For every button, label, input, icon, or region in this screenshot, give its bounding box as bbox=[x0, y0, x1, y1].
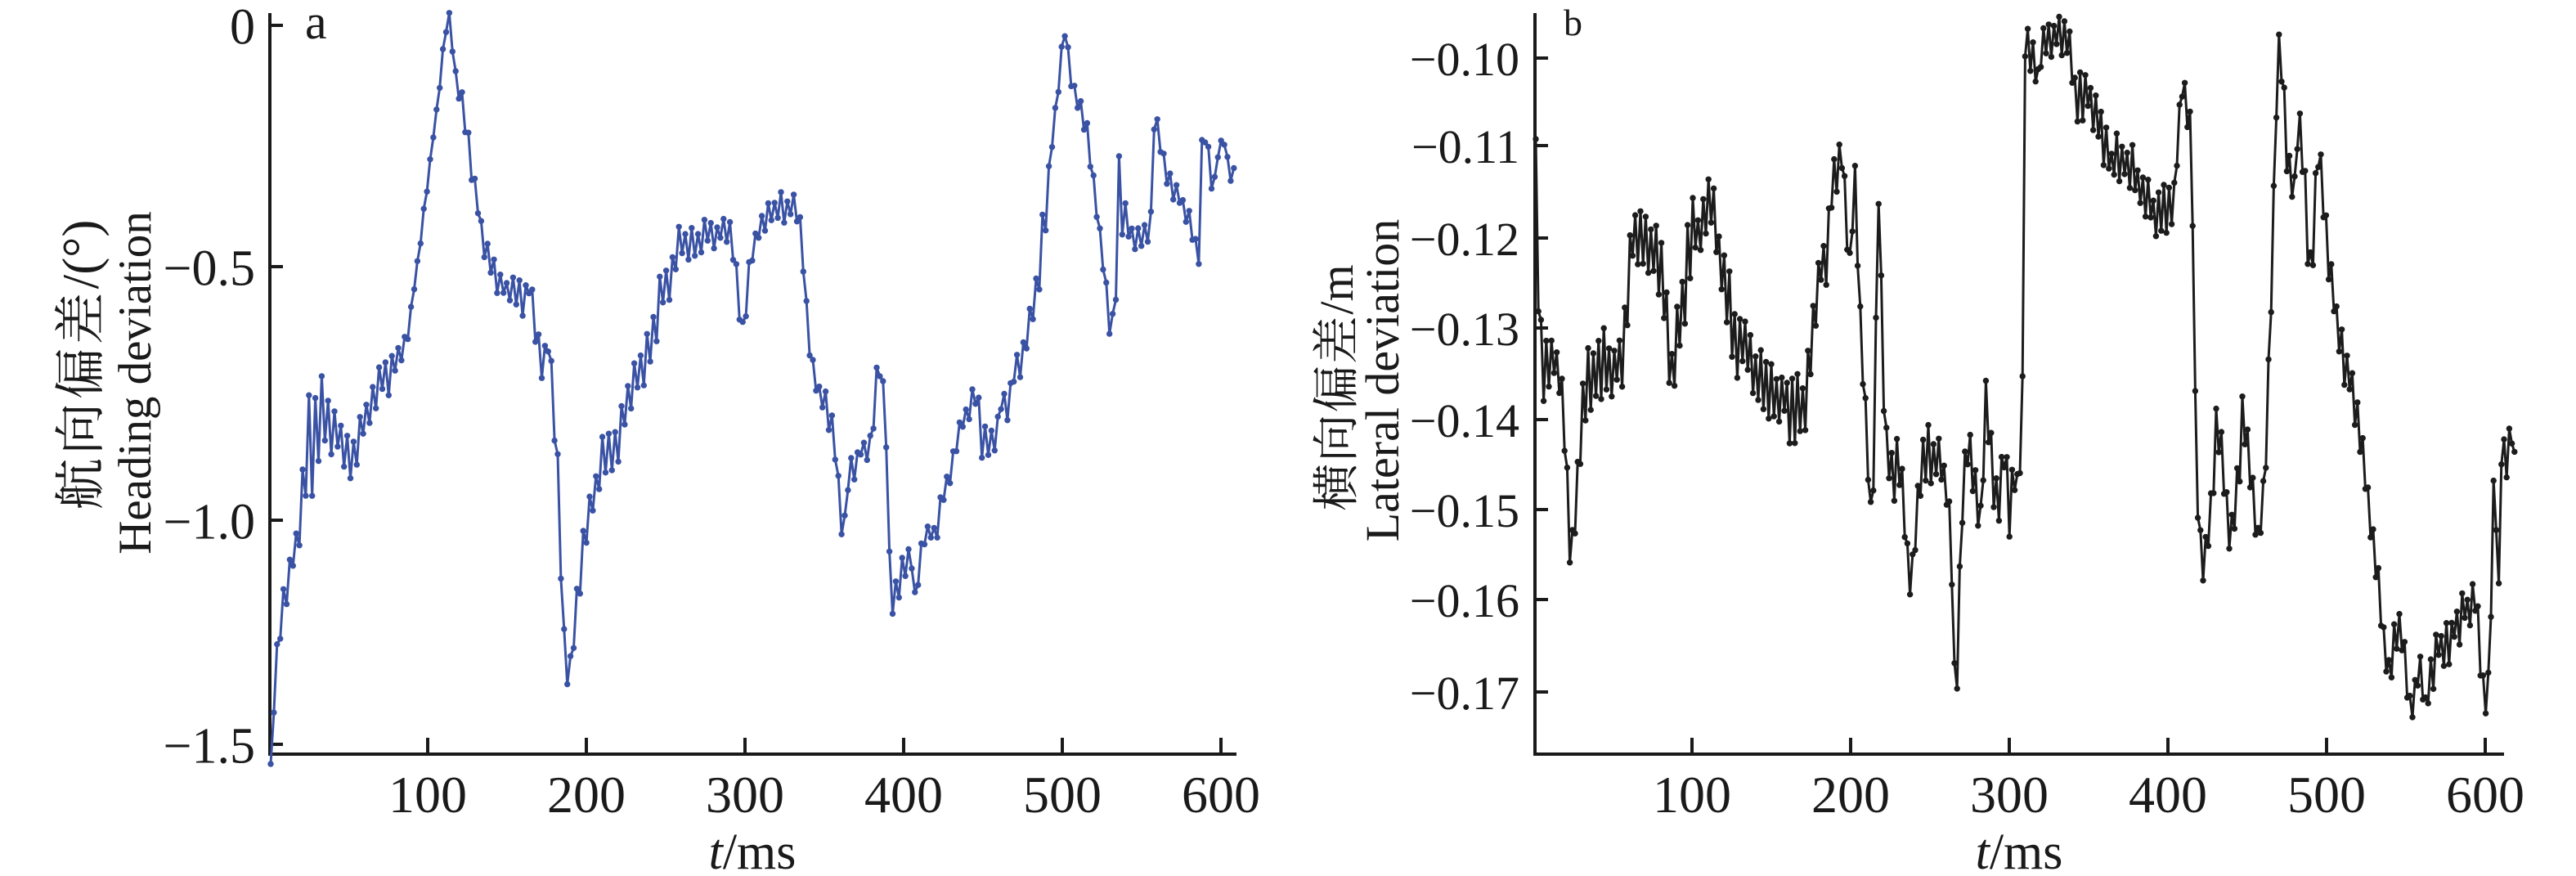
svg-text:−0.16: −0.16 bbox=[1410, 574, 1519, 627]
svg-text:600: 600 bbox=[2446, 766, 2524, 824]
svg-text:300: 300 bbox=[706, 766, 784, 824]
svg-text:−0.15: −0.15 bbox=[1410, 484, 1519, 537]
svg-text:Lateral deviation: Lateral deviation bbox=[1356, 219, 1409, 542]
svg-text:400: 400 bbox=[864, 766, 943, 824]
svg-text:300: 300 bbox=[1970, 766, 2049, 824]
svg-text:−1.0: −1.0 bbox=[164, 494, 255, 550]
svg-text:−1.5: −1.5 bbox=[164, 718, 255, 774]
svg-text:t/ms: t/ms bbox=[709, 824, 797, 876]
svg-text:200: 200 bbox=[547, 766, 626, 824]
svg-text:400: 400 bbox=[2129, 766, 2207, 824]
svg-text:−0.12: −0.12 bbox=[1410, 213, 1519, 266]
svg-text:0: 0 bbox=[230, 0, 255, 55]
svg-text:100: 100 bbox=[388, 766, 467, 824]
svg-text:/(°): /(°) bbox=[52, 220, 110, 290]
svg-text:−0.13: −0.13 bbox=[1410, 303, 1519, 356]
svg-text:500: 500 bbox=[2287, 766, 2366, 824]
svg-text:200: 200 bbox=[1811, 766, 1890, 824]
svg-text:t/ms: t/ms bbox=[1976, 824, 2063, 876]
svg-text:a: a bbox=[305, 0, 327, 49]
svg-text:−0.10: −0.10 bbox=[1410, 33, 1519, 86]
svg-text:100: 100 bbox=[1653, 766, 1731, 824]
svg-text:Heading deviation: Heading deviation bbox=[110, 211, 161, 554]
svg-text:b: b bbox=[1564, 2, 1582, 43]
svg-text:500: 500 bbox=[1023, 766, 1102, 824]
svg-text:−0.5: −0.5 bbox=[164, 240, 255, 296]
svg-text:600: 600 bbox=[1182, 766, 1260, 824]
svg-text:−0.11: −0.11 bbox=[1411, 120, 1519, 173]
svg-text:−0.14: −0.14 bbox=[1410, 394, 1519, 447]
svg-text:/m: /m bbox=[1310, 264, 1363, 314]
svg-text:−0.17: −0.17 bbox=[1410, 667, 1519, 720]
